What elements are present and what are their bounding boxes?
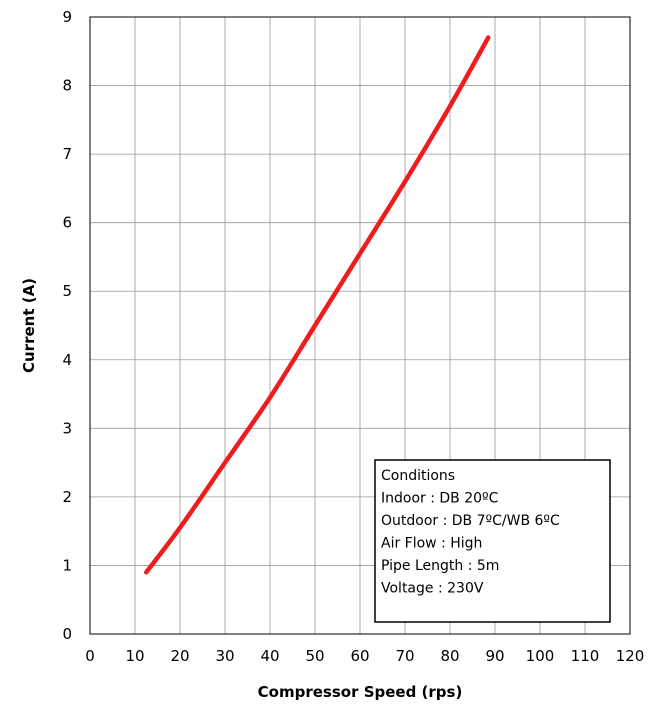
y-tick-label: 6 bbox=[62, 214, 72, 232]
x-axis-tick-labels: 0 10 20 30 40 50 60 70 80 90 100 110 120 bbox=[85, 647, 644, 665]
y-tick-label: 4 bbox=[62, 351, 72, 369]
x-tick-label: 50 bbox=[305, 647, 324, 665]
y-tick-label: 0 bbox=[62, 625, 72, 643]
x-tick-label: 120 bbox=[616, 647, 645, 665]
y-tick-label: 2 bbox=[62, 488, 72, 506]
conditions-line: Air Flow : High bbox=[381, 536, 482, 552]
x-tick-label: 100 bbox=[526, 647, 555, 665]
x-tick-label: 0 bbox=[85, 647, 95, 665]
conditions-line: Outdoor : DB 7ºC/WB 6ºC bbox=[381, 513, 560, 529]
plot-area-frame bbox=[89, 16, 631, 635]
x-tick-label: 60 bbox=[350, 647, 369, 665]
x-tick-label: 10 bbox=[125, 647, 144, 665]
x-tick-label: 110 bbox=[571, 647, 600, 665]
x-tick-label: 30 bbox=[215, 647, 234, 665]
conditions-line: Pipe Length : 5m bbox=[381, 558, 499, 574]
y-tick-label: 9 bbox=[62, 8, 72, 26]
x-tick-label: 40 bbox=[260, 647, 279, 665]
x-axis-title: Compressor Speed (rps) bbox=[258, 683, 463, 701]
x-tick-label: 90 bbox=[485, 647, 504, 665]
conditions-box: Conditions Indoor : DB 20ºC Outdoor : DB 7… bbox=[374, 459, 611, 623]
current-curve bbox=[144, 35, 491, 575]
y-tick-label: 8 bbox=[62, 77, 72, 95]
conditions-box-border bbox=[374, 459, 611, 623]
conditions-line: Indoor : DB 20ºC bbox=[381, 491, 499, 507]
x-tick-label: 70 bbox=[395, 647, 414, 665]
y-tick-label: 3 bbox=[62, 419, 72, 437]
x-tick-label: 80 bbox=[440, 647, 459, 665]
y-axis-title: Current (A) bbox=[20, 278, 38, 373]
y-axis-tick-labels: 0 1 2 3 4 5 6 7 8 9 bbox=[62, 8, 72, 643]
conditions-line: Conditions bbox=[381, 468, 455, 484]
y-tick-label: 1 bbox=[62, 556, 72, 574]
x-tick-label: 20 bbox=[170, 647, 189, 665]
series-layer bbox=[144, 35, 491, 575]
y-tick-label: 7 bbox=[62, 145, 72, 163]
conditions-text: Conditions Indoor : DB 20ºC Outdoor : DB 7… bbox=[381, 468, 560, 597]
conditions-line: Voltage : 230V bbox=[381, 581, 484, 597]
y-tick-label: 5 bbox=[62, 282, 72, 300]
